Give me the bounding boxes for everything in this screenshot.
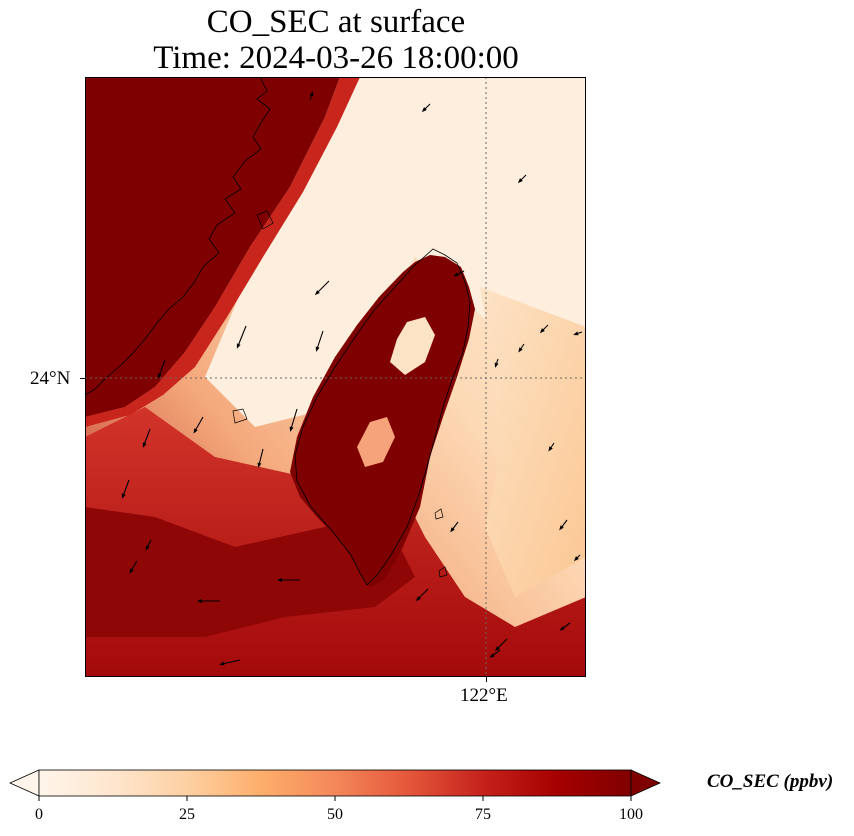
colorbar-tick-label: 100 — [619, 806, 643, 823]
wind-arrow-head — [421, 107, 427, 113]
wind-arrow-head — [539, 328, 545, 334]
wind-arrow-shaft — [143, 428, 151, 446]
wind-arrow-head — [289, 426, 294, 432]
wind-arrow-head — [559, 626, 565, 631]
wind-arrow-shaft — [221, 659, 241, 665]
wind-vectors — [121, 91, 583, 666]
wind-arrow-head — [548, 446, 553, 452]
wind-arrow-head — [494, 646, 500, 652]
colorbar-title: CO_SEC (ppbv) — [707, 771, 834, 792]
wind-arrow-head — [129, 568, 134, 574]
wind-arrow-head — [145, 545, 150, 551]
colorbar-body — [38, 769, 632, 797]
field-mainland-high — [85, 77, 340, 417]
wind-arrow-head — [236, 343, 241, 349]
wind-arrow-head — [121, 493, 126, 499]
wind-arrow-head — [517, 178, 523, 184]
wind-arrow-head — [142, 442, 147, 448]
island-outline — [232, 408, 248, 424]
wind-arrow-head — [453, 272, 459, 277]
wind-arrow-head — [489, 653, 495, 658]
wind-arrow-shaft — [258, 448, 264, 466]
wind-arrow-head — [494, 362, 499, 368]
colorbar-min-extend — [9, 769, 40, 797]
wind-arrow-head — [257, 462, 262, 468]
wind-arrow-head — [559, 525, 564, 531]
colorbar-tick-label: 0 — [35, 806, 43, 823]
wind-arrow-shaft — [417, 588, 429, 600]
wind-arrow-head — [450, 527, 455, 533]
field-east-ocean — [480, 287, 586, 597]
colorbar-tick-label: 25 — [179, 806, 195, 823]
wind-arrow-shaft — [316, 280, 330, 294]
map-frame — [85, 77, 586, 677]
lon-tick-mark — [486, 677, 487, 682]
wind-arrow-head — [573, 331, 579, 336]
lat-tick-mark — [80, 378, 85, 379]
wind-arrow-shaft — [496, 638, 508, 650]
island-outline — [256, 210, 274, 230]
wind-arrow-shaft — [237, 325, 247, 347]
wind-arrow-head — [518, 347, 523, 353]
wind-arrow-head — [157, 373, 162, 379]
island-outline — [438, 566, 448, 578]
island-outline — [434, 508, 444, 520]
wind-arrow-head — [219, 661, 225, 666]
wind-arrow-shaft — [290, 408, 298, 430]
colorbar-tick-label: 75 — [475, 806, 491, 823]
wind-arrow-shaft — [316, 330, 324, 350]
wind-arrow-head — [197, 599, 202, 603]
map-title: CO_SEC at surface — [206, 4, 466, 40]
colorbar — [9, 769, 661, 801]
colorbar-max-extend — [630, 769, 661, 797]
wind-arrow-shaft — [158, 359, 166, 377]
field-mainland-edge — [85, 77, 360, 427]
lat-tick-label: 24°N — [30, 368, 71, 389]
wind-arrow-head — [277, 578, 282, 582]
lon-tick-label: 122°E — [460, 685, 508, 706]
field-taiwan-light-spot-2 — [357, 417, 395, 467]
colorbar-tick-label: 50 — [327, 806, 343, 823]
wind-arrow-head — [309, 91, 314, 97]
wind-arrow-head — [573, 556, 579, 562]
colorbar-ticks — [38, 796, 632, 801]
wind-arrow-head — [193, 428, 198, 434]
wind-arrow-shaft — [194, 416, 204, 432]
wind-arrow-head — [415, 596, 421, 602]
wind-arrow-head — [314, 290, 320, 296]
map-timestamp: Time: 2024-03-26 18:00:00 — [153, 40, 519, 76]
wind-arrow-head — [315, 346, 320, 352]
wind-arrow-shaft — [122, 479, 130, 497]
concentration-map — [85, 77, 586, 677]
china-coastline — [85, 77, 271, 396]
field-taiwan-light-spot — [390, 317, 435, 375]
taiwan-coastline — [294, 248, 471, 586]
